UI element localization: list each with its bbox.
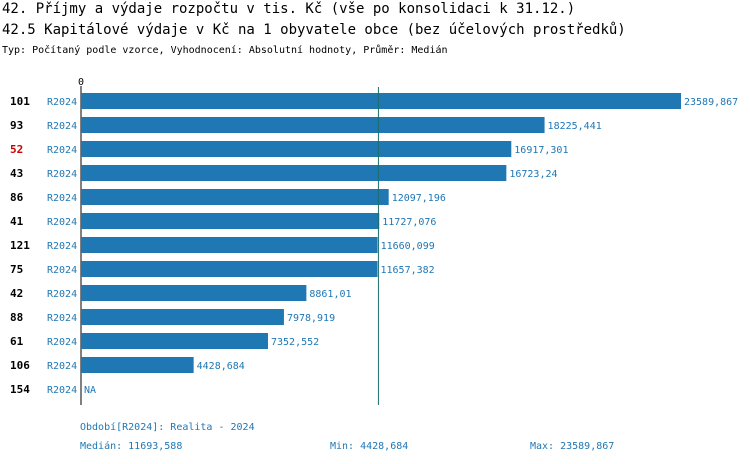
- category-label: 42: [10, 287, 23, 300]
- chart-subtitle: 42.5 Kapitálové výdaje v Kč na 1 obyvate…: [2, 22, 626, 38]
- value-label: 11727,076: [382, 217, 436, 228]
- category-label: 101: [10, 95, 30, 108]
- period-label: R2024: [47, 361, 77, 372]
- chart-description: Typ: Počítaný podle vzorce, Vyhodnocení:…: [2, 45, 448, 56]
- value-label: 23589,867: [684, 97, 738, 108]
- bar: [81, 189, 389, 205]
- value-label: 7352,552: [271, 337, 319, 348]
- category-label: 154: [10, 383, 30, 396]
- category-label: 43: [10, 167, 23, 180]
- bar: [81, 93, 681, 109]
- category-label: 106: [10, 359, 30, 372]
- category-label: 121: [10, 239, 30, 252]
- bar: [81, 141, 512, 157]
- bar: [81, 285, 307, 301]
- bar: [81, 261, 378, 277]
- footer-max: Max: 23589,867: [530, 441, 615, 452]
- bars-layer: [80, 86, 681, 405]
- labels-layer: 0 101 R2024 23589,867 93 R2024 18225,441 52 R202…: [10, 77, 738, 405]
- period-label: R2024: [47, 217, 77, 228]
- chart-title: 42. Příjmy a výdaje rozpočtu v tis. Kč (…: [2, 1, 576, 17]
- category-label: 52: [10, 143, 23, 156]
- bar: [81, 165, 507, 181]
- period-label: R2024: [47, 241, 77, 252]
- period-label: R2024: [47, 193, 77, 204]
- bar: [81, 237, 378, 253]
- bar: [81, 333, 269, 349]
- value-label: 12097,196: [392, 193, 446, 204]
- value-label: 18225,441: [548, 121, 602, 132]
- period-label: R2024: [47, 265, 77, 276]
- value-label: 7978,919: [287, 313, 335, 324]
- value-label: 16917,301: [514, 145, 568, 156]
- value-label: 11657,382: [381, 265, 435, 276]
- x-tick-label: 0: [78, 77, 84, 88]
- category-label: 93: [10, 119, 23, 132]
- value-label: 8861,01: [309, 289, 351, 300]
- footer-median: Medián: 11693,588: [80, 441, 183, 452]
- category-label: 86: [10, 191, 24, 204]
- period-label: R2024: [47, 169, 77, 180]
- category-label: 41: [10, 215, 24, 228]
- bar: [81, 309, 284, 325]
- value-label: 4428,684: [197, 361, 245, 372]
- category-label: 75: [10, 263, 23, 276]
- value-label: 11660,099: [381, 241, 435, 252]
- bar: [81, 117, 545, 133]
- bar: [81, 357, 194, 373]
- period-label: R2024: [47, 289, 77, 300]
- value-label: NA: [84, 385, 96, 396]
- footer-period: Období[R2024]: Realita - 2024: [80, 422, 255, 433]
- bar: [81, 213, 380, 229]
- period-label: R2024: [47, 97, 77, 108]
- period-label: R2024: [47, 313, 77, 324]
- period-label: R2024: [47, 337, 77, 348]
- period-label: R2024: [47, 385, 77, 396]
- value-label: 16723,24: [509, 169, 557, 180]
- category-label: 61: [10, 335, 24, 348]
- period-label: R2024: [47, 145, 77, 156]
- footer-min: Min: 4428,684: [330, 441, 409, 452]
- category-label: 88: [10, 311, 23, 324]
- period-label: R2024: [47, 121, 77, 132]
